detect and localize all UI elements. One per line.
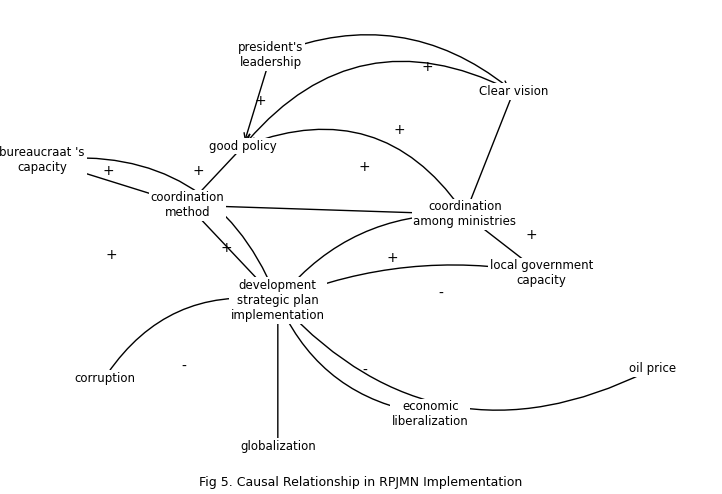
Text: +: +: [255, 94, 266, 108]
Text: economic
liberalization: economic liberalization: [392, 400, 469, 428]
Text: good policy: good policy: [209, 140, 277, 153]
Text: +: +: [192, 164, 204, 178]
Text: coordination
method: coordination method: [151, 191, 225, 219]
Text: -: -: [438, 287, 443, 301]
Text: corruption: corruption: [74, 371, 135, 384]
Text: -: -: [182, 360, 187, 373]
Text: +: +: [220, 242, 232, 255]
Text: +: +: [421, 60, 432, 74]
Text: oil price: oil price: [629, 363, 676, 375]
Text: development
strategic plan
implementation: development strategic plan implementatio…: [231, 279, 325, 322]
Text: Fig 5. Causal Relationship in RPJMN Implementation: Fig 5. Causal Relationship in RPJMN Impl…: [199, 476, 523, 489]
Text: coordination
among ministries: coordination among ministries: [414, 201, 516, 228]
Text: Clear vision: Clear vision: [479, 85, 548, 98]
Text: +: +: [525, 228, 536, 242]
Text: president's
leadership: president's leadership: [238, 41, 303, 69]
Text: local government
capacity: local government capacity: [490, 259, 593, 288]
Text: +: +: [386, 250, 398, 265]
Text: +: +: [103, 164, 114, 178]
Text: +: +: [359, 160, 370, 174]
Text: bureaucraat 's
capacity: bureaucraat 's capacity: [0, 146, 85, 174]
Text: globalization: globalization: [240, 440, 316, 453]
Text: -: -: [362, 364, 367, 378]
Text: +: +: [105, 248, 117, 262]
Text: +: +: [393, 124, 405, 137]
